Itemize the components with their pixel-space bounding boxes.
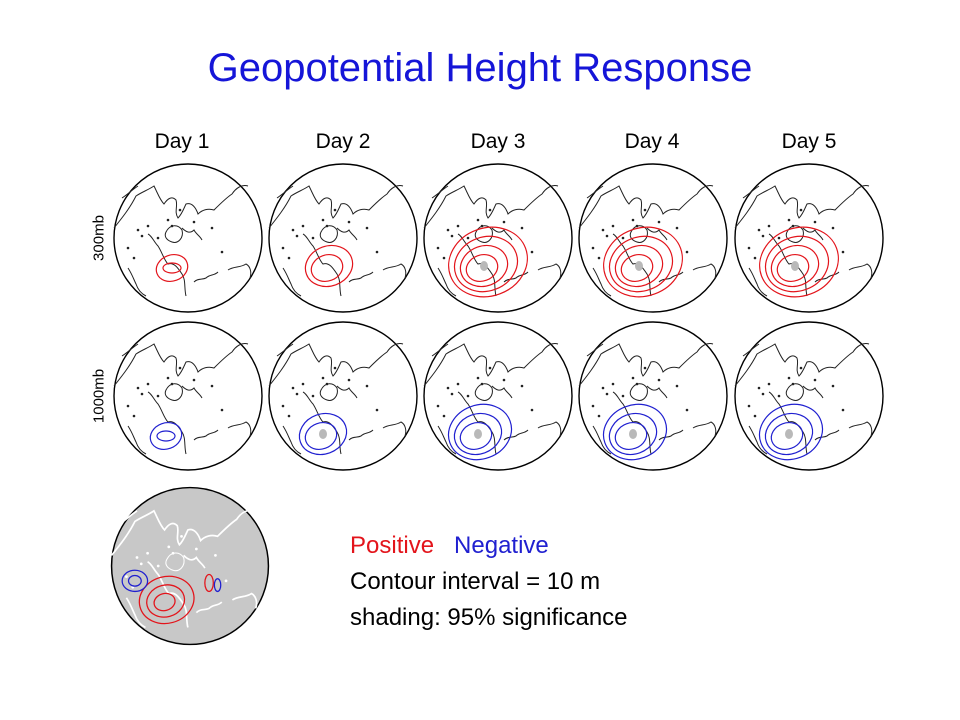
day-label-1: Day 1 <box>154 130 210 153</box>
day-label-2: Day 2 <box>315 130 371 153</box>
map-300mb-day-4 <box>578 163 728 313</box>
legend-shading-note: shading: 95% significance <box>350 604 628 631</box>
map-1000mb-day-1 <box>113 321 263 471</box>
legend-positive-label: Positive <box>350 532 435 559</box>
composite-inset-map <box>110 486 270 646</box>
row-label-300mb: 300mb <box>90 215 108 261</box>
day-label-5: Day 5 <box>781 130 837 153</box>
map-300mb-day-5 <box>734 163 884 313</box>
legend-sign-line: Positive Negative <box>350 532 549 560</box>
map-300mb-day-3 <box>423 163 573 313</box>
day-label-3: Day 3 <box>470 130 526 153</box>
map-1000mb-day-4 <box>578 321 728 471</box>
map-1000mb-day-2 <box>268 321 418 471</box>
legend-contour-interval: Contour interval = 10 m <box>350 568 601 595</box>
map-1000mb-day-5 <box>734 321 884 471</box>
row-label-1000mb: 1000mb <box>90 368 108 424</box>
map-300mb-day-1 <box>113 163 263 313</box>
map-1000mb-day-3 <box>423 321 573 471</box>
map-300mb-day-2 <box>268 163 418 313</box>
legend-negative-label: Negative <box>454 532 549 559</box>
slide-title: Geopotential Height Response <box>207 46 753 90</box>
day-label-4: Day 4 <box>624 130 680 153</box>
